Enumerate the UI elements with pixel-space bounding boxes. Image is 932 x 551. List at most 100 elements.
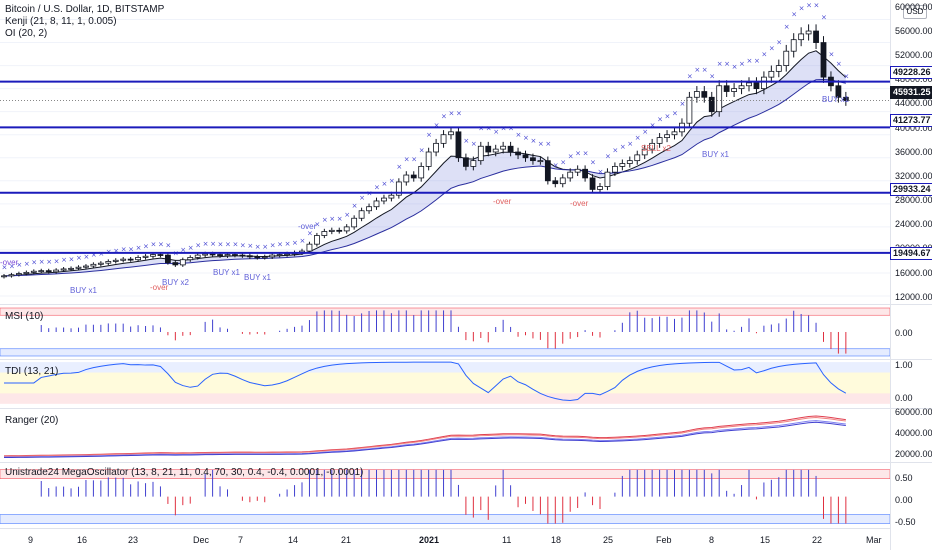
oscillator-chart[interactable] [0,463,890,528]
currency-button[interactable]: USD [903,5,927,19]
stop-marker: × [761,51,767,59]
pane-divider[interactable] [0,359,932,360]
candle-body [693,91,700,98]
level-tag[interactable]: 29933.24 [890,183,932,196]
candle-body [90,263,97,267]
current-price-tag[interactable]: 45931.25 [890,86,932,99]
stop-marker: × [359,194,365,202]
oscillator-pane[interactable]: Unistrade24 MegaOscillator (13, 8, 21, 1… [0,463,890,528]
stop-marker: × [91,251,97,259]
candle-body [589,177,596,190]
level-tag[interactable]: 41273.77 [890,114,932,127]
candle-body [313,235,320,245]
ranger-tick: 40000.00 [895,428,932,438]
signal-label: -over [0,258,19,267]
stop-marker: × [434,122,440,130]
candle-body [477,145,484,162]
candle-body [269,254,276,258]
pane-divider[interactable] [0,462,932,463]
candle-body [388,194,395,199]
signal-label: BUY x1 [244,273,271,282]
stop-marker: × [329,215,335,223]
osc-tick: 0.50 [895,473,913,483]
stop-marker: × [419,146,425,154]
candle-body [612,165,618,173]
candle-body [381,197,387,202]
candle-body [328,229,335,232]
candle-body [276,254,283,256]
candle-body [172,262,179,266]
tdi-chart[interactable] [0,360,890,408]
stop-marker: × [590,159,596,167]
stop-marker: × [553,162,559,170]
pane-divider[interactable] [0,304,932,305]
candle-body [112,259,119,262]
candle-body [537,160,544,163]
price-pane[interactable]: × × × × × × × × × × × × × × × × × × × × × × × × × × × × × × × × × × × × × × × ×… [0,0,890,304]
candle-body [68,267,74,270]
candle-body [664,134,670,139]
candle-body [366,206,372,212]
ranger-legend[interactable]: Ranger (20) [5,415,59,426]
candle-body [75,266,82,269]
candle-body [261,256,268,259]
candle-body [522,154,529,159]
msi-legend[interactable]: MSI (10) [5,311,44,322]
tdi-legend[interactable]: TDI (13, 21) [5,366,59,377]
level-tag[interactable]: 19494.67 [890,247,932,260]
candle-body [425,151,432,167]
indicator-oi[interactable]: OI (20, 2) [5,28,48,39]
msi-chart[interactable] [0,305,890,359]
candle-body [239,254,246,257]
candle-body [671,131,678,136]
stop-marker: × [612,146,618,154]
candle-body [455,131,462,159]
time-axis[interactable]: 9 16 23 Dec 7 14 21 2021 11 18 25 Feb 8 … [0,528,890,551]
stop-marker: × [374,183,380,191]
stop-marker: × [717,60,723,68]
stop-marker: × [665,112,671,120]
indicator-kenji[interactable]: Kenji (21, 8, 11, 1, 0.005) [5,16,117,27]
oscillator-legend[interactable]: Unistrade24 MegaOscillator (13, 8, 21, 1… [5,467,364,478]
ranger-pane[interactable]: Ranger (20) [0,409,890,462]
candle-body [127,258,134,261]
level-tag[interactable]: 49228.26 [890,66,932,79]
stop-marker: × [806,1,812,9]
candle-body [701,91,708,98]
price-axis[interactable]: USD 60000.00 56000.00 52000.00 48000.00 … [890,0,932,550]
signal-label: -over [493,197,512,206]
stop-marker: × [545,140,551,148]
ranger-tick: 60000.00 [895,407,932,417]
candle-body [582,168,588,179]
stop-marker: × [627,140,633,148]
price-tick: 60000.00 [895,2,932,12]
candle-body [179,259,186,266]
candle-body [597,186,603,190]
price-tick: 44000.00 [895,98,932,108]
candle-body [224,254,231,257]
stop-marker: × [679,100,685,108]
signal-label: BUY x1 [822,95,849,104]
tdi-pane[interactable]: TDI (13, 21) [0,360,890,408]
stop-marker: × [687,72,693,80]
date-label: 25 [603,535,614,545]
date-label: 22 [812,535,823,545]
ranger-chart[interactable] [0,409,890,462]
stop-marker: × [180,246,186,254]
stop-marker: × [337,215,343,223]
signal-label: BUY x1 [702,150,729,159]
price-chart[interactable]: × × × × × × × × × × × × × × × × × × × × × ×× × × × × × × × × × × × × × × × ××… [0,0,890,304]
stop-marker: × [344,211,350,219]
stop-marker: × [158,241,164,249]
symbol-title[interactable]: Bitcoin / U.S. Dollar, 1D, BITSTAMP [5,4,165,15]
candle-body [790,39,797,52]
stop-marker: × [739,60,745,68]
overbought-zone [0,307,890,316]
pane-divider[interactable] [0,408,932,409]
msi-pane[interactable]: MSI (10) [0,305,890,359]
fast-ma-line [3,50,847,277]
candle-body [746,82,752,87]
candle-body [708,96,715,113]
candle-body [433,142,440,153]
signal-label: -over [150,283,169,292]
